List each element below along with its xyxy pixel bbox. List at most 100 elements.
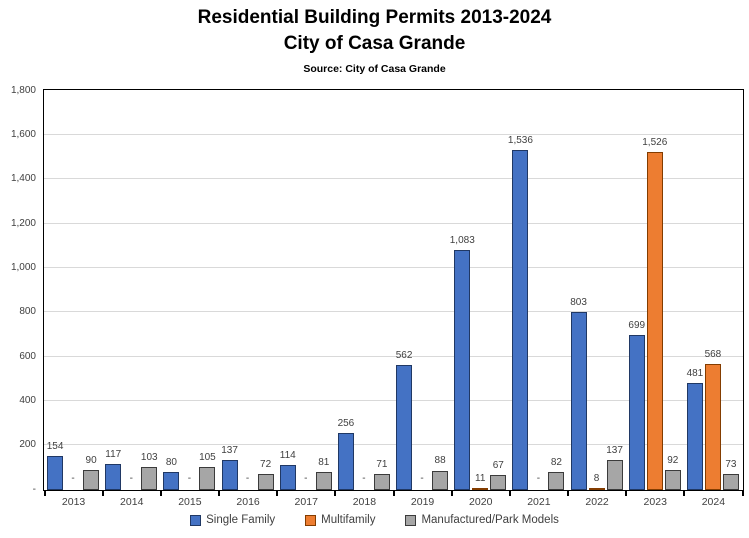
bar-value-label: 71 — [376, 459, 388, 471]
chart-source: Source: City of Casa Grande — [303, 63, 446, 75]
bar-value-label: 1,083 — [449, 234, 475, 246]
bar-value-label: - — [187, 473, 192, 484]
bar-value-label: 11 — [475, 472, 486, 484]
bar-manufactured-park-models-2023 — [664, 469, 681, 490]
x-tick-mark — [101, 491, 104, 496]
gridlines-layer — [44, 90, 743, 490]
x-tick-mark — [508, 491, 511, 496]
bar-value-label: 81 — [318, 457, 330, 469]
legend-label: Single Family — [206, 514, 276, 526]
x-tick-mark — [276, 491, 279, 496]
x-tick-label: 2018 — [352, 496, 377, 508]
x-tick-mark — [43, 491, 46, 496]
bar-value-label: 117 — [105, 449, 122, 461]
bar-value-label: 699 — [628, 320, 646, 332]
bar-manufactured-park-models-2022 — [606, 459, 623, 490]
legend-label: Manufactured/Park Models — [421, 514, 559, 526]
bar-manufactured-park-models-2020 — [490, 475, 507, 490]
bar-single-family-2023 — [628, 335, 645, 490]
x-tick-mark — [450, 491, 453, 496]
x-tick-label: 2014 — [120, 496, 144, 508]
bar-single-family-2014 — [105, 464, 122, 490]
bar-value-label: - — [129, 473, 133, 484]
bar-single-family-2019 — [396, 365, 413, 490]
gridline — [44, 355, 743, 357]
bars-layer — [44, 90, 743, 490]
bar-value-label: 82 — [550, 456, 562, 468]
x-tick-label: 2022 — [585, 496, 609, 508]
x-tick-mark — [567, 491, 569, 496]
legend-label: Multifamily — [321, 514, 376, 526]
x-tick-label: 2023 — [643, 496, 667, 508]
bar-value-label: 568 — [704, 349, 722, 361]
bar-value-label: 88 — [434, 455, 446, 467]
y-tick-label: 1,400 — [10, 173, 36, 185]
chart-title: Residential Building Permits 2013-2024 — [197, 7, 552, 28]
y-tick-label: 1,600 — [10, 128, 36, 140]
x-tick-label: 2021 — [527, 496, 551, 508]
bar-value-label: 103 — [140, 452, 158, 464]
bar-manufactured-park-models-2019 — [432, 470, 449, 490]
bar-value-label: 481 — [686, 368, 704, 380]
bar-manufactured-park-models-2014 — [141, 467, 158, 490]
y-tick-label: - — [32, 483, 36, 495]
legend-swatch-manufactured-park-models — [405, 514, 417, 526]
y-tick-label: 1,000 — [10, 261, 36, 273]
bar-value-label: - — [304, 473, 308, 484]
legend-item-single-family: Single Family — [190, 514, 275, 526]
y-tick-label: 1,800 — [10, 84, 36, 96]
gridline — [44, 222, 743, 224]
x-tick-mark — [159, 491, 162, 496]
bar-value-label: 90 — [85, 455, 97, 467]
bar-manufactured-park-models-2018 — [373, 474, 390, 490]
legend-swatch-single-family — [190, 514, 202, 526]
gridline — [44, 311, 743, 313]
bar-value-label: 137 — [606, 444, 623, 456]
bar-value-label: 562 — [395, 350, 413, 362]
legend-item-manufactured-park-models: Manufactured/Park Models — [405, 514, 559, 526]
bar-multifamily-2020 — [472, 487, 489, 490]
bar-value-label: 105 — [199, 451, 216, 463]
gridline — [44, 266, 743, 268]
bar-value-label: 256 — [337, 418, 355, 430]
y-tick-label: 200 — [19, 439, 36, 451]
bar-single-family-2021 — [512, 149, 529, 490]
bar-single-family-2017 — [279, 464, 296, 490]
plot-area: 154-90 117-103 80-105 137-72 114-81 256-71 562… — [43, 89, 744, 491]
bar-value-label: - — [536, 473, 541, 484]
legend-item-multifamily: Multifamily — [305, 514, 375, 526]
gridline — [44, 444, 743, 446]
bar-value-label: 67 — [492, 460, 504, 472]
bar-manufactured-park-models-2017 — [315, 472, 332, 490]
x-tick-mark — [741, 491, 744, 496]
bar-value-label: 92 — [667, 454, 679, 466]
gridline — [44, 133, 743, 135]
bar-single-family-2022 — [570, 312, 587, 490]
bar-manufactured-park-models-2024 — [722, 473, 739, 490]
bar-manufactured-park-models-2021 — [548, 471, 565, 490]
x-tick-mark — [334, 491, 337, 496]
x-tick-mark — [392, 491, 395, 496]
bar-value-label: 1,536 — [507, 134, 533, 146]
x-tick-label: 2019 — [410, 496, 435, 508]
y-tick-label: 600 — [19, 350, 36, 362]
bar-single-family-2016 — [221, 459, 238, 490]
x-tick-mark — [683, 491, 686, 496]
bar-single-family-2020 — [454, 249, 471, 490]
y-tick-label: 400 — [19, 394, 36, 406]
x-tick-label: 2020 — [469, 496, 493, 508]
chart-subtitle: City of Casa Grande — [283, 33, 466, 54]
bar-single-family-2015 — [163, 472, 180, 490]
legend-swatch-multifamily — [305, 514, 317, 526]
gridline — [44, 399, 743, 401]
bar-single-family-2024 — [686, 383, 703, 490]
x-tick-label: 2013 — [61, 496, 86, 508]
bar-single-family-2013 — [47, 455, 64, 490]
bar-value-label: - — [420, 473, 424, 484]
bar-value-label: 72 — [260, 459, 272, 471]
bar-multifamily-2022 — [588, 488, 605, 490]
bar-value-label: 137 — [221, 444, 238, 456]
bar-value-label: - — [362, 473, 366, 484]
bar-value-label: 803 — [570, 297, 587, 308]
